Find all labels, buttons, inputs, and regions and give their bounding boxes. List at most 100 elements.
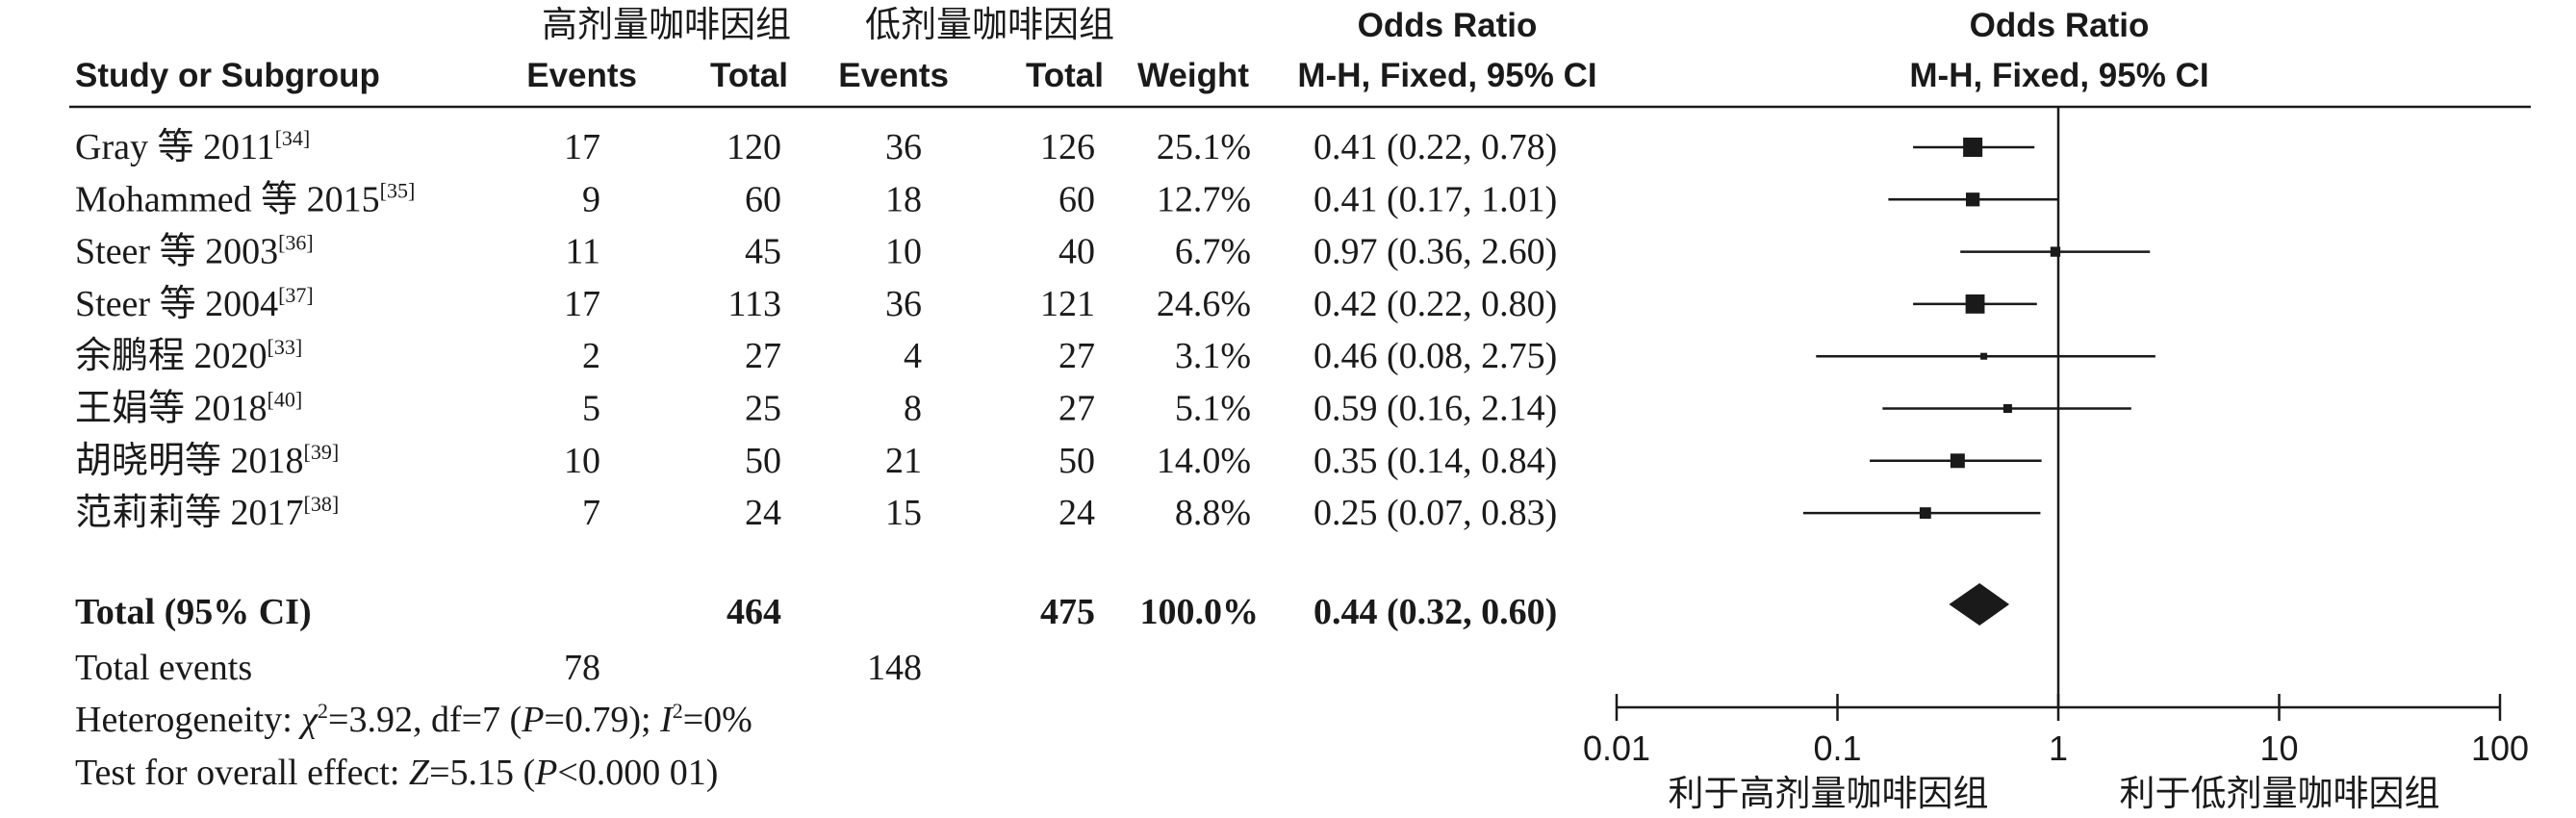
cell-total-low: 121 [1040,284,1095,324]
x-axis: 0.01 0.1 1 10 100 [1583,694,2529,768]
total-label: Total (95% CI) [75,592,312,632]
total-row: Total (95% CI) 464 475 100.0% 0.44 (0.32… [75,583,2010,632]
x-tick-label: 100 [2471,729,2529,768]
study-row: Mohammed 等 2015[35] 9 60 18 60 12.7% 0.41 (0.1… [75,178,2059,219]
cell-events-low: 18 [885,179,922,219]
cell-total-high: 120 [727,127,781,167]
cell-events-high: 11 [565,232,600,272]
study-name: 范莉莉等 2017[38] [75,492,339,533]
cell-or-ci: 0.35 (0.14, 0.84) [1314,441,1557,481]
study-name: Mohammed 等 2015[35] [75,178,415,219]
study-row: 范莉莉等 2017[38] 7 24 15 24 8.8% 0.25 (0.07, 0.83… [75,492,2041,533]
cell-weight: 5.1% [1175,389,1251,429]
point-estimate [2050,246,2061,257]
point-estimate [1919,507,1931,520]
cell-events-high: 10 [564,441,600,481]
cell-total-low: 126 [1040,127,1095,167]
header-or-title: Odds Ratio [1358,7,1538,44]
cell-total-low: 60 [1058,179,1095,219]
header-or-method: M-H, Fixed, 95% CI [1297,57,1596,94]
favours-left-label: 利于高剂量咖啡因组 [1669,774,1989,813]
cell-weight: 14.0% [1157,441,1251,481]
point-estimate [1965,294,1985,314]
cell-or-ci: 0.41 (0.22, 0.78) [1314,127,1557,167]
cell-events-high: 17 [564,284,600,324]
cell-events-low: 8 [904,389,922,429]
study-name: Steer 等 2004[37] [75,283,314,324]
cell-or-ci: 0.42 (0.22, 0.80) [1314,284,1557,324]
header-study-col: Study or Subgroup [75,57,380,94]
cell-weight: 24.6% [1157,284,1251,324]
cell-events-high: 5 [582,389,600,429]
total-or-text: 0.44 (0.32, 0.60) [1314,592,1557,632]
x-tick-label: 0.01 [1583,729,1650,768]
header-total-high: Total [710,57,788,94]
cell-or-ci: 0.59 (0.16, 2.14) [1314,389,1557,429]
header-events-low: Events [838,57,949,94]
point-estimate [2002,403,2012,414]
total-events-label: Total events [75,648,252,688]
cell-total-low: 27 [1058,389,1095,429]
cell-or-ci: 0.97 (0.36, 2.60) [1314,232,1557,272]
cell-total-high: 27 [745,336,781,376]
study-name: 王娟等 2018[40] [75,388,302,429]
total-weight: 100.0% [1140,592,1260,632]
cell-total-high: 50 [745,441,781,481]
cell-or-ci: 0.41 (0.17, 1.01) [1314,179,1557,219]
study-row: Steer 等 2004[37] 17 113 36 121 24.6% 0.42 (0.2… [75,283,2037,324]
cell-total-low: 40 [1058,232,1095,272]
cell-events-low: 21 [885,441,922,481]
cell-total-high: 24 [745,493,781,533]
cell-total-high: 45 [745,232,781,272]
total-events-low: 148 [867,648,922,688]
overall-effect-line: Test for overall effect: Z=5.15 (P<0.000… [75,753,718,793]
x-tick-label: 0.1 [1813,729,1861,768]
point-estimate [1966,192,1980,207]
cell-events-low: 36 [885,284,922,324]
study-name: Gray 等 2011[34] [75,126,310,167]
study-rows: Gray 等 2011[34] 17 120 36 126 25.1% 0.41 (0.22… [75,126,2155,533]
cell-weight: 8.8% [1175,493,1251,533]
x-tick-label: 10 [2259,729,2298,768]
study-row: Gray 等 2011[34] 17 120 36 126 25.1% 0.41 (0.22… [75,126,2035,167]
cell-events-high: 2 [582,336,600,376]
header-group-high: 高剂量咖啡因组 [542,5,791,44]
cell-total-low: 27 [1058,336,1095,376]
study-row: 胡晓明等 2018[39] 10 50 21 50 14.0% 0.35 (0.14, 0.… [75,440,2042,481]
header-plot-title: Odds Ratio [1970,7,2150,44]
header-plot-method: M-H, Fixed, 95% CI [1909,57,2208,94]
total-events-high: 78 [564,648,600,688]
cell-weight: 25.1% [1157,127,1251,167]
cell-weight: 6.7% [1175,232,1251,272]
total-low: 475 [1040,592,1095,632]
cell-events-high: 7 [582,493,600,533]
study-row: 余鹏程 2020[33] 2 27 4 27 3.1% 0.46 (0.08, 2.75) [75,335,2155,376]
cell-total-low: 50 [1058,441,1095,481]
total-diamond [1949,583,2010,626]
point-estimate [1950,453,1965,469]
cell-events-high: 17 [564,127,600,167]
cell-total-low: 24 [1058,493,1095,533]
header-weight: Weight [1137,57,1249,94]
header-total-low: Total [1026,57,1104,94]
cell-or-ci: 0.25 (0.07, 0.83) [1314,493,1557,533]
favours-right-label: 利于低剂量咖啡因组 [2120,774,2440,813]
header-group-low: 低剂量咖啡因组 [865,5,1114,44]
cell-events-high: 9 [582,179,600,219]
cell-events-low: 36 [885,127,922,167]
study-row: Steer 等 2003[36] 11 45 10 40 6.7% 0.97 (0.36, … [75,231,2151,272]
heterogeneity-line: Heterogeneity: χ2=3.92, df=7 (P=0.79); I… [75,699,752,740]
cell-or-ci: 0.46 (0.08, 2.75) [1314,336,1557,376]
cell-weight: 3.1% [1175,336,1251,376]
study-name: Steer 等 2003[36] [75,231,314,272]
header-events-high: Events [526,57,637,94]
cell-total-high: 60 [745,179,781,219]
point-estimate [1963,137,1983,158]
cell-events-low: 4 [904,336,922,376]
study-name: 余鹏程 2020[33] [75,335,302,376]
cell-events-low: 10 [885,232,922,272]
x-tick-label: 1 [2049,729,2068,768]
total-high: 464 [727,592,781,632]
cell-events-low: 15 [885,493,922,533]
cell-total-high: 25 [745,389,781,429]
